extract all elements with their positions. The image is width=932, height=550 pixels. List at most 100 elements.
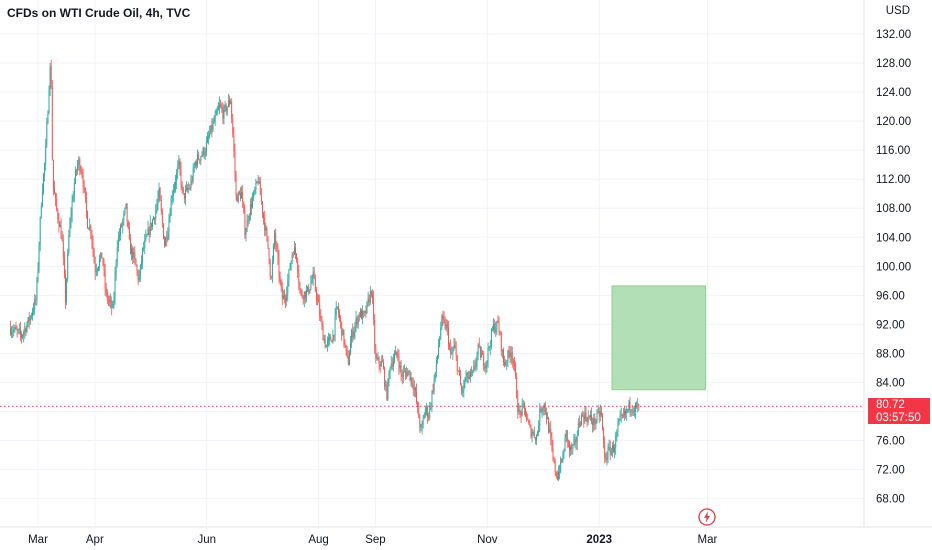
candle	[337, 302, 339, 318]
candle	[160, 195, 162, 215]
candle	[479, 345, 481, 361]
candle	[577, 417, 579, 437]
candle	[541, 406, 543, 419]
candle	[575, 436, 577, 450]
candle	[604, 436, 606, 464]
candle	[398, 349, 400, 376]
candle	[323, 334, 325, 344]
candle	[186, 181, 188, 192]
candle	[207, 131, 208, 144]
candle	[26, 320, 28, 334]
time-tick-label: Mar	[28, 534, 48, 546]
candle	[289, 263, 291, 270]
price-tick-label: 92.00	[876, 319, 905, 331]
candle	[417, 401, 419, 414]
candle	[94, 256, 96, 281]
candle	[267, 236, 269, 250]
candle	[129, 233, 131, 255]
candle	[376, 353, 378, 361]
candle	[223, 104, 225, 125]
price-axis[interactable]: 132.00 128.00 124.00 120.00 116.00 112.00 108.…	[876, 29, 911, 506]
candle	[467, 370, 469, 384]
last-price-badge: 80.72 03:57:50	[868, 398, 930, 424]
candle	[199, 158, 201, 165]
candle	[128, 221, 130, 241]
candle	[165, 236, 167, 247]
candle	[162, 223, 164, 240]
candle	[40, 202, 42, 219]
candle	[476, 351, 478, 370]
candle	[47, 110, 49, 125]
candle	[599, 404, 601, 422]
candle	[71, 194, 73, 223]
target-zone[interactable]	[611, 285, 707, 391]
candle	[230, 99, 232, 105]
candle	[348, 349, 350, 366]
candle	[106, 289, 108, 304]
candle	[112, 300, 114, 309]
candle	[453, 337, 455, 352]
candle	[27, 317, 29, 328]
candle	[255, 178, 257, 195]
time-axis[interactable]: Mar Apr Jun Aug Sep Nov 2023 Mar	[28, 534, 717, 546]
candle	[21, 330, 22, 344]
time-tick-label: Sep	[365, 534, 385, 546]
candle	[501, 349, 503, 359]
candle	[497, 315, 499, 323]
candle	[435, 356, 437, 378]
candle	[377, 351, 379, 361]
candle	[629, 396, 631, 417]
target-zone-rect[interactable]	[611, 285, 707, 391]
candle	[136, 264, 138, 276]
candle	[240, 187, 241, 202]
candle	[298, 264, 300, 291]
candle	[24, 322, 26, 339]
candle	[363, 310, 365, 318]
candle	[344, 339, 346, 349]
lightning-bolt-icon[interactable]	[697, 507, 717, 527]
candle	[48, 85, 50, 115]
candle	[176, 168, 178, 189]
candle	[358, 312, 360, 322]
candle	[276, 241, 278, 253]
candle	[30, 312, 32, 320]
candle	[562, 450, 564, 464]
candle	[156, 198, 158, 214]
candle	[625, 408, 627, 419]
candle	[194, 160, 196, 169]
candle	[236, 193, 238, 203]
candle	[127, 220, 129, 230]
candle	[500, 331, 502, 357]
candle	[320, 309, 322, 322]
candle	[521, 398, 523, 417]
candle	[147, 220, 149, 236]
candle	[224, 100, 226, 112]
candle	[202, 146, 204, 158]
candle	[271, 255, 273, 284]
candle	[181, 181, 183, 194]
candle	[352, 323, 354, 343]
candle	[155, 203, 157, 226]
candle	[226, 106, 228, 117]
candle	[385, 380, 387, 392]
candle	[164, 236, 165, 248]
candle	[406, 366, 408, 379]
candle	[100, 251, 102, 263]
candle	[33, 302, 35, 316]
candle	[394, 349, 395, 364]
candle	[331, 339, 333, 343]
candle	[432, 383, 434, 395]
candle	[468, 370, 470, 380]
candle	[631, 405, 633, 416]
candle	[564, 433, 566, 452]
candle	[246, 214, 248, 232]
candle	[99, 254, 101, 271]
price-tick-label: 124.00	[876, 87, 911, 99]
candle	[123, 210, 125, 226]
candle	[410, 372, 412, 387]
candle	[133, 247, 135, 263]
candle	[277, 243, 279, 266]
candle	[622, 407, 624, 418]
candle	[459, 366, 460, 377]
